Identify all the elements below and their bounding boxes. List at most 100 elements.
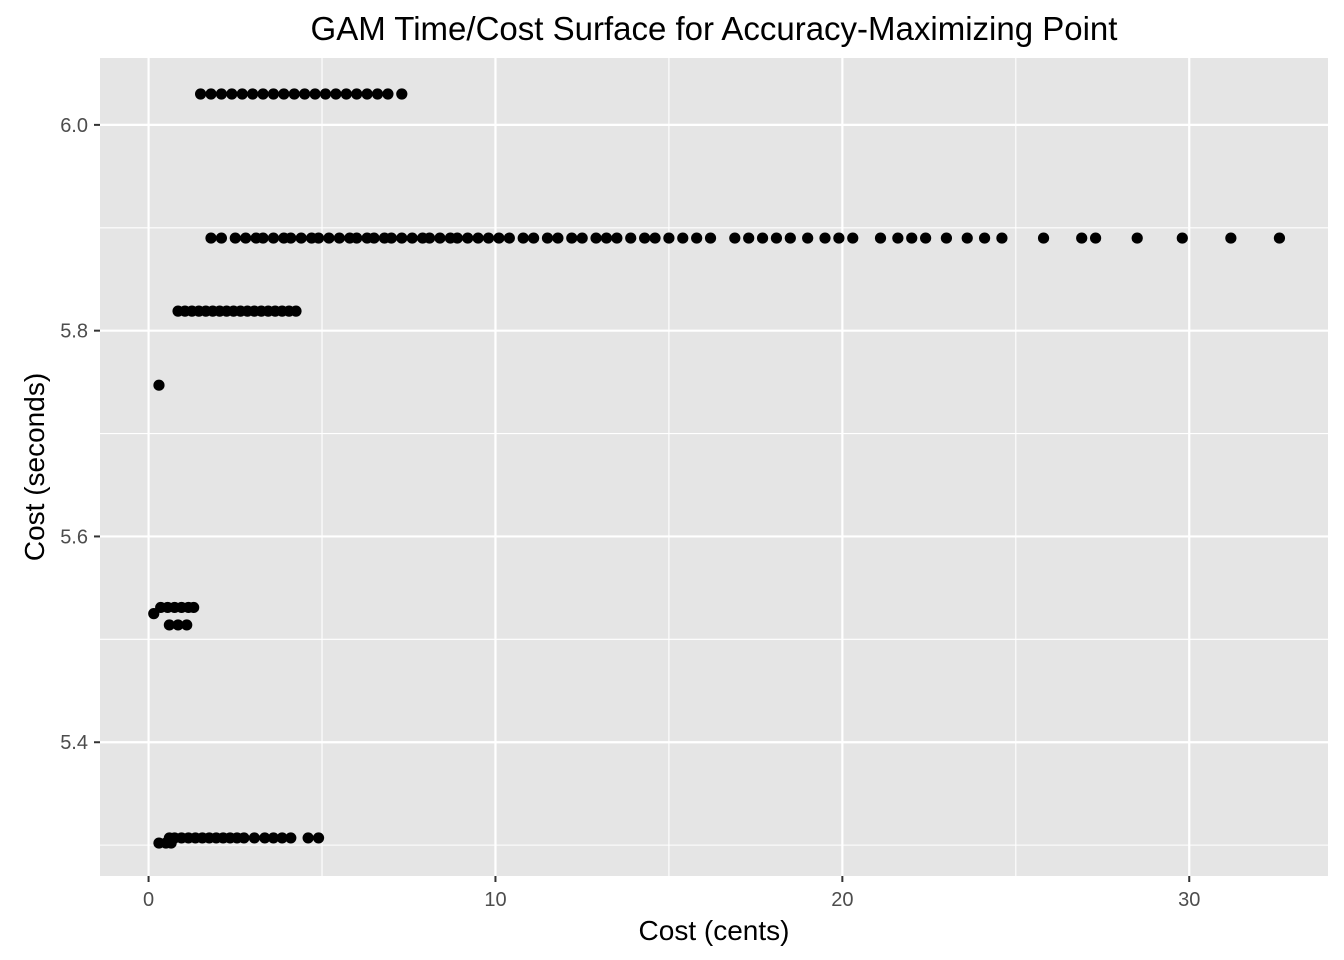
- data-point: [163, 619, 175, 631]
- data-point: [611, 232, 623, 244]
- data-point: [259, 832, 271, 844]
- data-point: [267, 232, 280, 244]
- data-point: [503, 232, 515, 244]
- data-point: [874, 232, 887, 244]
- data-point: [493, 232, 505, 244]
- data-point: [229, 232, 241, 244]
- data-point: [215, 232, 228, 244]
- data-point: [576, 232, 588, 244]
- x-tick-label: 10: [484, 889, 506, 911]
- y-tick-label: 5.8: [60, 321, 88, 343]
- data-point: [423, 232, 436, 244]
- data-point: [302, 832, 314, 844]
- data-point: [406, 232, 418, 244]
- data-point: [756, 232, 769, 244]
- data-point: [639, 232, 651, 244]
- x-tick-label: 0: [143, 889, 154, 911]
- data-point: [330, 88, 342, 100]
- data-point: [319, 88, 332, 100]
- data-point: [278, 88, 290, 100]
- data-point: [153, 379, 165, 391]
- data-point: [188, 601, 200, 614]
- data-point: [600, 232, 613, 244]
- data-point: [833, 232, 845, 244]
- data-point: [691, 232, 703, 244]
- y-tick-label: 5.4: [60, 732, 88, 754]
- data-point: [238, 832, 250, 844]
- data-point: [906, 232, 918, 244]
- data-point: [940, 232, 953, 244]
- data-point: [784, 232, 796, 244]
- data-point: [312, 232, 325, 244]
- data-point: [276, 832, 288, 844]
- data-point: [892, 232, 904, 244]
- data-point: [847, 232, 859, 244]
- major-gridlines: [100, 58, 1328, 876]
- data-point: [482, 232, 495, 244]
- data-point: [1089, 232, 1102, 244]
- data-point: [1131, 232, 1143, 244]
- data-point: [1273, 232, 1286, 244]
- data-point: [368, 232, 380, 244]
- data-point: [351, 232, 363, 244]
- data-point: [663, 232, 675, 244]
- plot-panel: [100, 58, 1328, 876]
- data-point: [323, 232, 335, 244]
- data-point: [541, 232, 554, 244]
- x-tick-label: 30: [1178, 889, 1200, 911]
- data-point: [729, 232, 741, 244]
- data-point: [361, 88, 373, 100]
- data-point: [434, 232, 446, 244]
- data-point: [295, 232, 307, 244]
- x-axis-title: Cost (cents): [639, 915, 790, 946]
- x-axis: 0 10 20 30: [143, 876, 1200, 911]
- y-tick-label: 5.6: [60, 526, 88, 548]
- data-point: [382, 88, 394, 100]
- data-point: [215, 88, 228, 100]
- data-point: [333, 232, 345, 244]
- data-point: [1225, 232, 1237, 244]
- data-point: [528, 232, 540, 244]
- data-point: [819, 232, 831, 244]
- data-point: [205, 232, 217, 244]
- data-point: [462, 232, 474, 244]
- minor-gridlines: [100, 58, 1328, 876]
- data-point: [172, 619, 184, 631]
- data-point: [205, 88, 217, 100]
- data-point: [267, 832, 280, 844]
- data-point: [181, 619, 193, 631]
- data-point: [299, 88, 311, 100]
- data-point: [267, 88, 280, 100]
- data-point: [566, 232, 578, 244]
- data-point: [240, 232, 252, 244]
- data-point: [257, 88, 269, 100]
- data-point: [385, 232, 397, 244]
- data-point: [649, 232, 661, 244]
- data-point: [396, 232, 408, 244]
- data-point: [226, 88, 238, 100]
- data-point: [552, 232, 564, 244]
- y-tick-label: 6.0: [60, 115, 88, 137]
- y-axis: 5.4 5.6 5.8 6.0: [60, 115, 100, 754]
- chart-title: GAM Time/Cost Surface for Accuracy-Maxim…: [311, 10, 1118, 47]
- data-point: [1076, 232, 1088, 244]
- data-points: [148, 88, 1286, 849]
- data-point: [371, 88, 384, 100]
- data-point: [590, 232, 602, 244]
- data-point: [996, 232, 1008, 244]
- data-point: [290, 305, 302, 317]
- data-point: [248, 832, 260, 844]
- data-point: [704, 232, 717, 244]
- data-point: [802, 232, 814, 244]
- data-point: [257, 232, 269, 244]
- data-point: [396, 88, 408, 100]
- data-point: [1037, 232, 1050, 244]
- data-point: [517, 232, 529, 244]
- data-point: [340, 88, 352, 100]
- data-point: [743, 232, 755, 244]
- data-point: [309, 88, 321, 100]
- data-point: [625, 232, 637, 244]
- data-point: [312, 832, 325, 844]
- data-point: [351, 88, 363, 100]
